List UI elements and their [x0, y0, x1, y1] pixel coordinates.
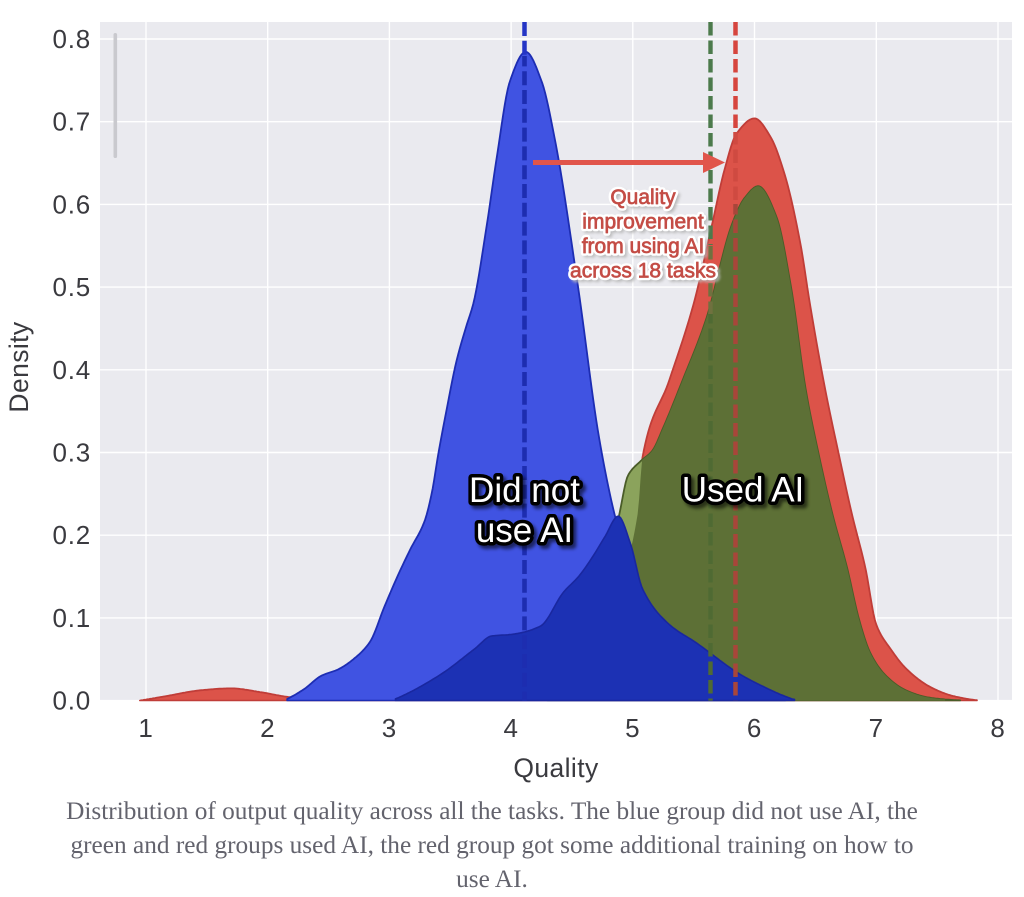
svg-text:0.2: 0.2	[52, 520, 91, 550]
svg-text:Distribution of output quality: Distribution of output quality across al…	[66, 797, 918, 825]
svg-text:from using AI: from using AI	[582, 235, 705, 258]
svg-text:green and red groups used AI,: green and red groups used AI, the red gr…	[70, 831, 913, 859]
svg-text:Quality: Quality	[610, 186, 676, 209]
svg-text:0.6: 0.6	[52, 189, 91, 219]
svg-text:use AI.: use AI.	[456, 865, 528, 893]
svg-text:0.3: 0.3	[52, 438, 91, 468]
svg-text:Used AI: Used AI	[682, 471, 805, 510]
svg-text:0.4: 0.4	[52, 355, 91, 385]
svg-text:improvement: improvement	[585, 213, 707, 236]
svg-text:0.0: 0.0	[52, 686, 91, 716]
svg-text:Quality: Quality	[610, 186, 676, 209]
svg-text:Quality: Quality	[513, 753, 599, 783]
svg-text:7: 7	[869, 713, 884, 743]
svg-text:4: 4	[503, 713, 518, 743]
svg-text:use AI: use AI	[479, 515, 576, 554]
svg-text:across 18 tasks: across 18 tasks	[570, 260, 716, 283]
svg-text:Did not: Did not	[472, 475, 583, 514]
svg-text:0.1: 0.1	[52, 603, 91, 633]
svg-text:from using AI: from using AI	[584, 238, 707, 261]
svg-text:0.5: 0.5	[52, 272, 91, 302]
svg-text:use AI: use AI	[476, 511, 573, 550]
svg-text:Density: Density	[4, 321, 34, 413]
svg-text:Used AI: Used AI	[685, 474, 808, 513]
svg-text:3: 3	[382, 713, 397, 743]
svg-text:across 18 tasks: across 18 tasks	[573, 262, 719, 285]
svg-text:8: 8	[990, 713, 1005, 743]
svg-text:across 18 tasks: across 18 tasks	[570, 260, 716, 283]
svg-text:from using AI: from using AI	[582, 235, 705, 258]
svg-text:5: 5	[625, 713, 640, 743]
svg-text:6: 6	[747, 713, 762, 743]
svg-text:0.7: 0.7	[52, 107, 91, 137]
svg-text:improvement: improvement	[582, 211, 704, 234]
svg-text:Quality: Quality	[613, 189, 679, 212]
svg-text:improvement: improvement	[582, 211, 704, 234]
svg-text:Did not: Did not	[469, 471, 580, 510]
svg-text:2: 2	[260, 713, 275, 743]
svg-text:0.8: 0.8	[52, 24, 91, 54]
svg-text:1: 1	[138, 713, 153, 743]
